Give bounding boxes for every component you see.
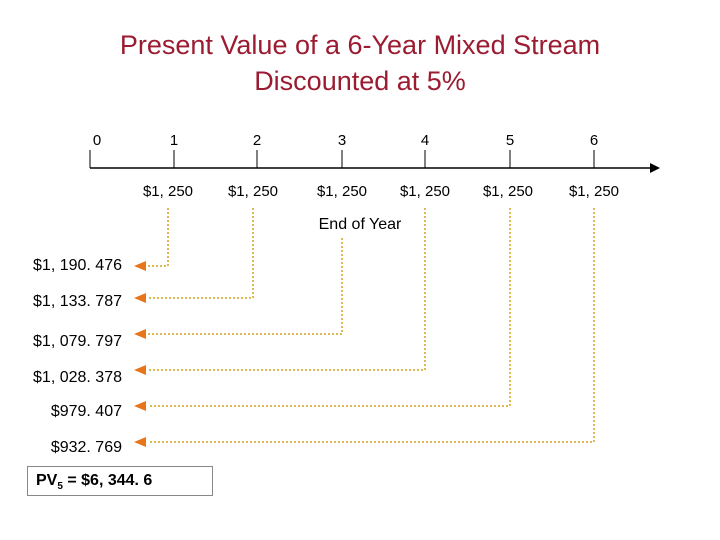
arrowhead-6 [134,437,146,447]
present-value-2: $1, 133. 787 [33,293,122,310]
discount-connector-1 [148,208,169,267]
cash-flow-label-5: $1, 250 [483,183,533,200]
total-pv-subscript: 5 [57,481,63,493]
total-pv-value: = $6, 344. 6 [67,472,153,489]
present-value-5: $979. 407 [51,403,122,420]
axis-title: End of Year [319,216,402,233]
discount-connector-3 [148,238,343,335]
page-title-line-2: Discounted at 5% [254,66,466,96]
discount-connector-2 [148,208,254,299]
year-label-3: 3 [338,132,346,149]
present-value-4: $1, 028. 378 [33,369,122,386]
cash-flow-label-3: $1, 250 [317,183,367,200]
year-label-5: 5 [506,132,514,149]
total-pv-label: PV [36,472,58,489]
year-label-1: 1 [170,132,178,149]
discount-connector-5 [148,208,511,407]
year-label-6: 6 [590,132,598,149]
year-label-2: 2 [253,132,261,149]
year-label-4: 4 [421,132,429,149]
page-title-line-1: Present Value of a 6-Year Mixed Stream [119,30,601,60]
discount-connector-6 [148,208,595,443]
cash-flow-label-6: $1, 250 [569,183,619,200]
present-value-6: $932. 769 [51,439,122,456]
cash-flow-label-1: $1, 250 [143,183,193,200]
discount-connector-4 [148,208,426,371]
present-value-3: $1, 079. 797 [33,333,122,350]
total-present-value-box: PV5 = $6, 344. 6 [27,466,213,496]
timeline-axis-arrow [650,163,660,173]
cash-flow-label-4: $1, 250 [400,183,450,200]
arrowhead-4 [134,365,146,375]
cash-flow-label-2: $1, 250 [228,183,278,200]
arrowhead-2 [134,293,146,303]
present-value-1: $1, 190. 476 [33,257,122,274]
year-label-0: 0 [93,132,101,149]
arrowhead-1 [134,261,146,271]
arrowhead-5 [134,401,146,411]
arrowhead-3 [134,329,146,339]
